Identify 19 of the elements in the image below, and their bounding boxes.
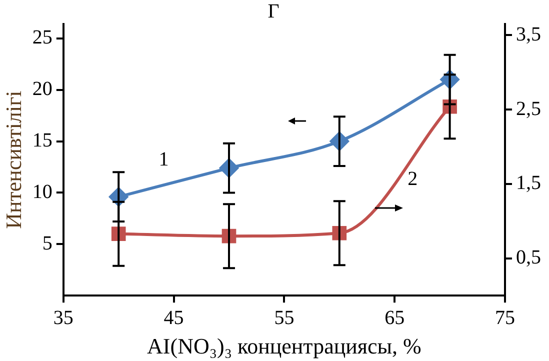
y2-tick-label: 0,5: [516, 246, 541, 269]
y-tick-label: 15: [32, 130, 52, 152]
x-axis-title: AI(NO₃)₃ концентрациясы, %: [147, 334, 422, 359]
y-tick-label: 10: [32, 180, 52, 203]
x-tick-label: 35: [53, 306, 74, 329]
y-axis-title: Интенсивтілігі: [0, 90, 26, 229]
chart-title: Г: [268, 0, 280, 22]
y-tick-label: 5: [42, 232, 52, 254]
y-tick-label: 25: [32, 26, 52, 49]
series-label: 2: [408, 168, 418, 190]
y2-tick-label: 3,5: [516, 23, 541, 46]
y2-tick-label: 1,5: [516, 172, 541, 194]
y-tick-label: 20: [32, 78, 52, 100]
series-label: 1: [158, 148, 169, 171]
x-tick-label: 45: [164, 306, 184, 329]
y2-tick-label: 2,5: [516, 98, 541, 120]
x-tick-label: 55: [274, 306, 294, 329]
x-tick-label: 75: [495, 306, 515, 329]
x-tick-label: 65: [384, 306, 405, 329]
